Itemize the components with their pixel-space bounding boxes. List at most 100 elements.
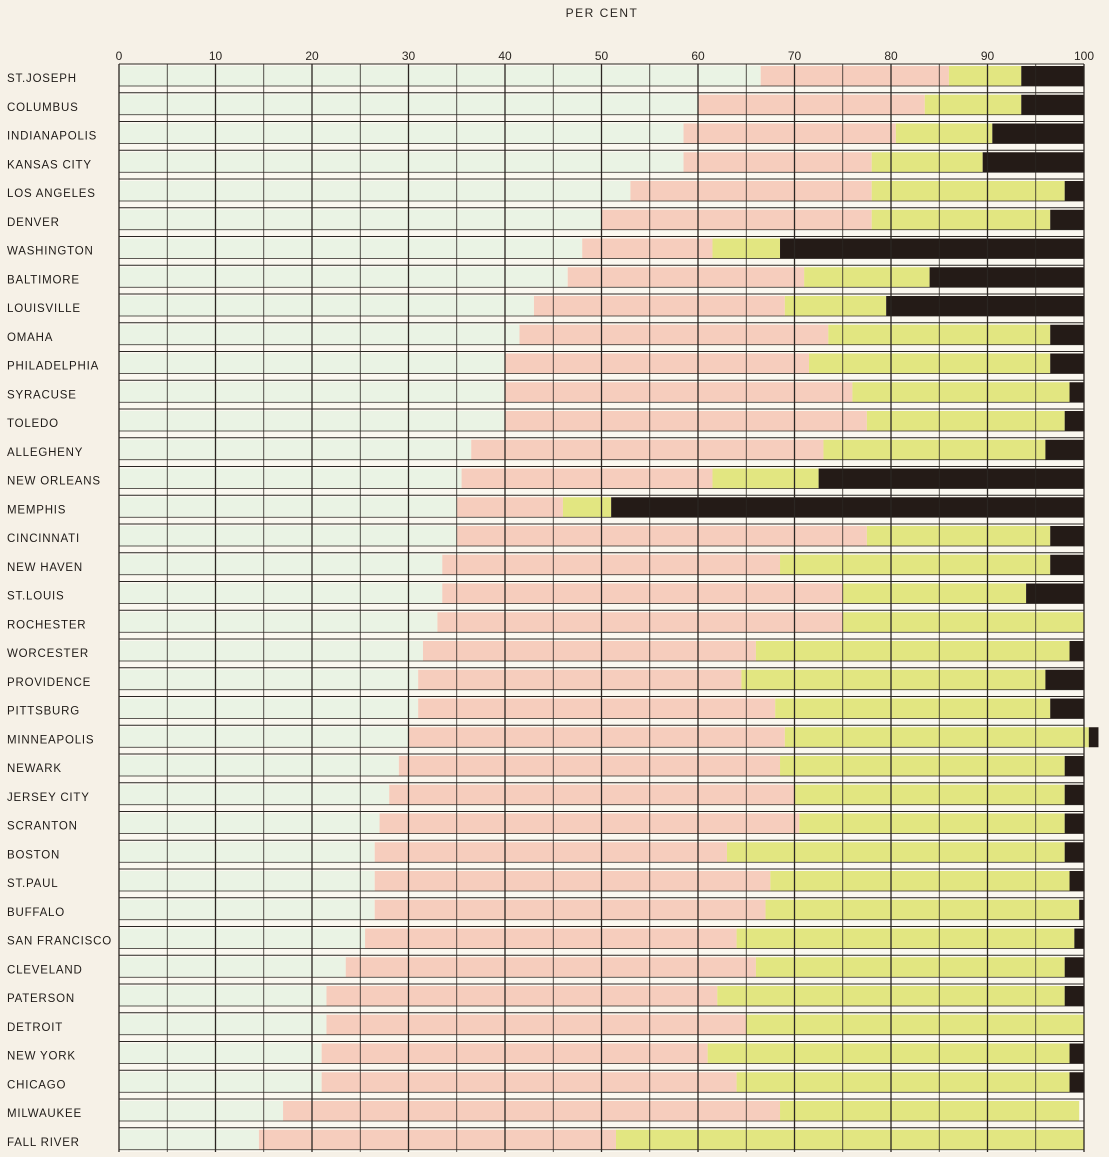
bar-segment bbox=[533, 296, 785, 316]
bar-segment bbox=[746, 1014, 1084, 1035]
bar-segment bbox=[808, 353, 1051, 374]
bar-segment bbox=[321, 1072, 737, 1093]
bar-segment bbox=[765, 899, 1080, 920]
category-label: ROCHESTER bbox=[7, 619, 86, 631]
bar-segment bbox=[119, 1101, 284, 1121]
category-label: CHICAGO bbox=[7, 1079, 66, 1091]
x-tick-label: 80 bbox=[884, 49, 898, 63]
bar-segment bbox=[866, 411, 1065, 431]
bar-segment bbox=[119, 123, 684, 144]
bar-segment bbox=[389, 784, 795, 805]
bar-segment bbox=[760, 66, 949, 86]
category-label: DENVER bbox=[7, 217, 60, 229]
bar-segment bbox=[471, 439, 824, 460]
bar-segment bbox=[736, 928, 1075, 949]
grid-group bbox=[118, 63, 1085, 1157]
bar-segment bbox=[780, 756, 1065, 776]
x-tick-label: 60 bbox=[691, 49, 705, 63]
bar-segment bbox=[1064, 813, 1084, 834]
bar-segment bbox=[1088, 727, 1099, 748]
category-label: LOS ANGELES bbox=[7, 188, 96, 200]
bar-segment bbox=[611, 497, 1084, 518]
category-label: ST.LOUIS bbox=[7, 591, 65, 603]
category-label: WORCESTER bbox=[7, 648, 89, 660]
bar-segment bbox=[794, 784, 1065, 805]
bar-segment bbox=[326, 986, 718, 1006]
category-label: LOUISVILLE bbox=[7, 303, 81, 315]
x-axis-ticks: 0 10 20 30 40 50 60 70 80 90 100 bbox=[116, 49, 1095, 63]
bar-segment bbox=[698, 94, 925, 115]
bar-segment bbox=[119, 1072, 322, 1093]
bar-segment bbox=[1064, 784, 1084, 805]
bar-segment bbox=[418, 669, 742, 690]
bar-segment bbox=[823, 439, 1046, 460]
category-label: NEW ORLEANS bbox=[7, 476, 101, 488]
bar-segment bbox=[784, 727, 1089, 748]
category-label: DETROIT bbox=[7, 1022, 63, 1034]
bar-segment bbox=[948, 66, 1022, 86]
bars-group bbox=[119, 66, 1099, 1150]
x-tick-label: 0 bbox=[116, 49, 123, 63]
bar-segment bbox=[379, 813, 800, 834]
bar-segment bbox=[1064, 957, 1084, 978]
bar-segment bbox=[1045, 669, 1084, 690]
bar-segment bbox=[799, 813, 1065, 834]
chart-title: PER CENT bbox=[566, 6, 639, 20]
bar-segment bbox=[374, 871, 771, 891]
category-label: TOLEDO bbox=[7, 418, 59, 430]
bar-segment bbox=[780, 1101, 1080, 1121]
bar-segment bbox=[866, 526, 1051, 546]
x-tick-label: 40 bbox=[498, 49, 512, 63]
bar-segment bbox=[119, 554, 443, 575]
category-label: FALL RIVER bbox=[7, 1137, 80, 1149]
bar-segment bbox=[780, 554, 1051, 575]
bar-segment bbox=[755, 641, 1070, 661]
category-label: PITTSBURG bbox=[7, 706, 80, 718]
bar-segment bbox=[442, 583, 843, 604]
category-label: PROVIDENCE bbox=[7, 677, 91, 689]
bar-segment bbox=[1064, 181, 1084, 201]
bar-segment bbox=[119, 1129, 259, 1150]
category-label: INDIANAPOLIS bbox=[7, 131, 97, 143]
bar-segment bbox=[1021, 66, 1084, 86]
bar-segment bbox=[119, 871, 375, 891]
bar-segment bbox=[119, 957, 346, 978]
bar-segment bbox=[119, 238, 583, 259]
bar-segment bbox=[1050, 324, 1084, 345]
x-tick-label: 100 bbox=[1074, 49, 1094, 63]
category-label: KANSAS CITY bbox=[7, 159, 92, 171]
bar-segment bbox=[1079, 899, 1084, 920]
bar-segment bbox=[456, 526, 867, 546]
bar-segment bbox=[601, 209, 872, 230]
bar-segment bbox=[784, 296, 887, 316]
bar-segment bbox=[119, 612, 438, 633]
bar-segment bbox=[119, 468, 462, 489]
bar-segment bbox=[929, 267, 1084, 288]
bar-segment bbox=[804, 267, 930, 288]
bar-segment bbox=[119, 267, 568, 288]
category-labels: ST.JOSEPH COLUMBUS INDIANAPOLIS KANSAS CITY… bbox=[7, 73, 111, 1149]
bar-segment bbox=[842, 583, 1027, 604]
bar-segment bbox=[119, 1014, 327, 1035]
bar-segment bbox=[408, 727, 785, 748]
bar-segment bbox=[818, 468, 1084, 489]
category-label: ALLEGHENY bbox=[7, 447, 83, 459]
bar-segment bbox=[119, 324, 520, 345]
category-label: ST.JOSEPH bbox=[7, 73, 77, 85]
bar-segment bbox=[119, 669, 419, 690]
bar-segment bbox=[1050, 698, 1084, 719]
bar-segment bbox=[712, 468, 819, 489]
bar-segment bbox=[1050, 526, 1084, 546]
category-label: NEW YORK bbox=[7, 1051, 76, 1063]
bar-segment bbox=[683, 152, 872, 173]
bar-segment bbox=[119, 842, 375, 863]
bar-segment bbox=[567, 267, 805, 288]
bar-segment bbox=[707, 1043, 1070, 1064]
category-label: MILWAUKEE bbox=[7, 1108, 82, 1120]
bar-segment bbox=[842, 612, 1084, 633]
bar-segment bbox=[119, 181, 631, 201]
x-tick-label: 20 bbox=[305, 49, 319, 63]
bar-segment bbox=[770, 871, 1070, 891]
bar-segment bbox=[895, 123, 993, 144]
